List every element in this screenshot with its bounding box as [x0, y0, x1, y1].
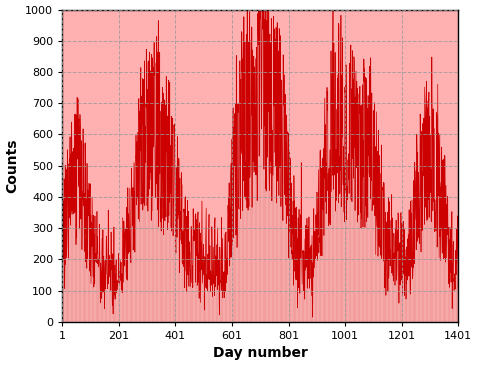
Y-axis label: Counts: Counts [6, 138, 20, 193]
X-axis label: Day number: Day number [213, 347, 308, 361]
